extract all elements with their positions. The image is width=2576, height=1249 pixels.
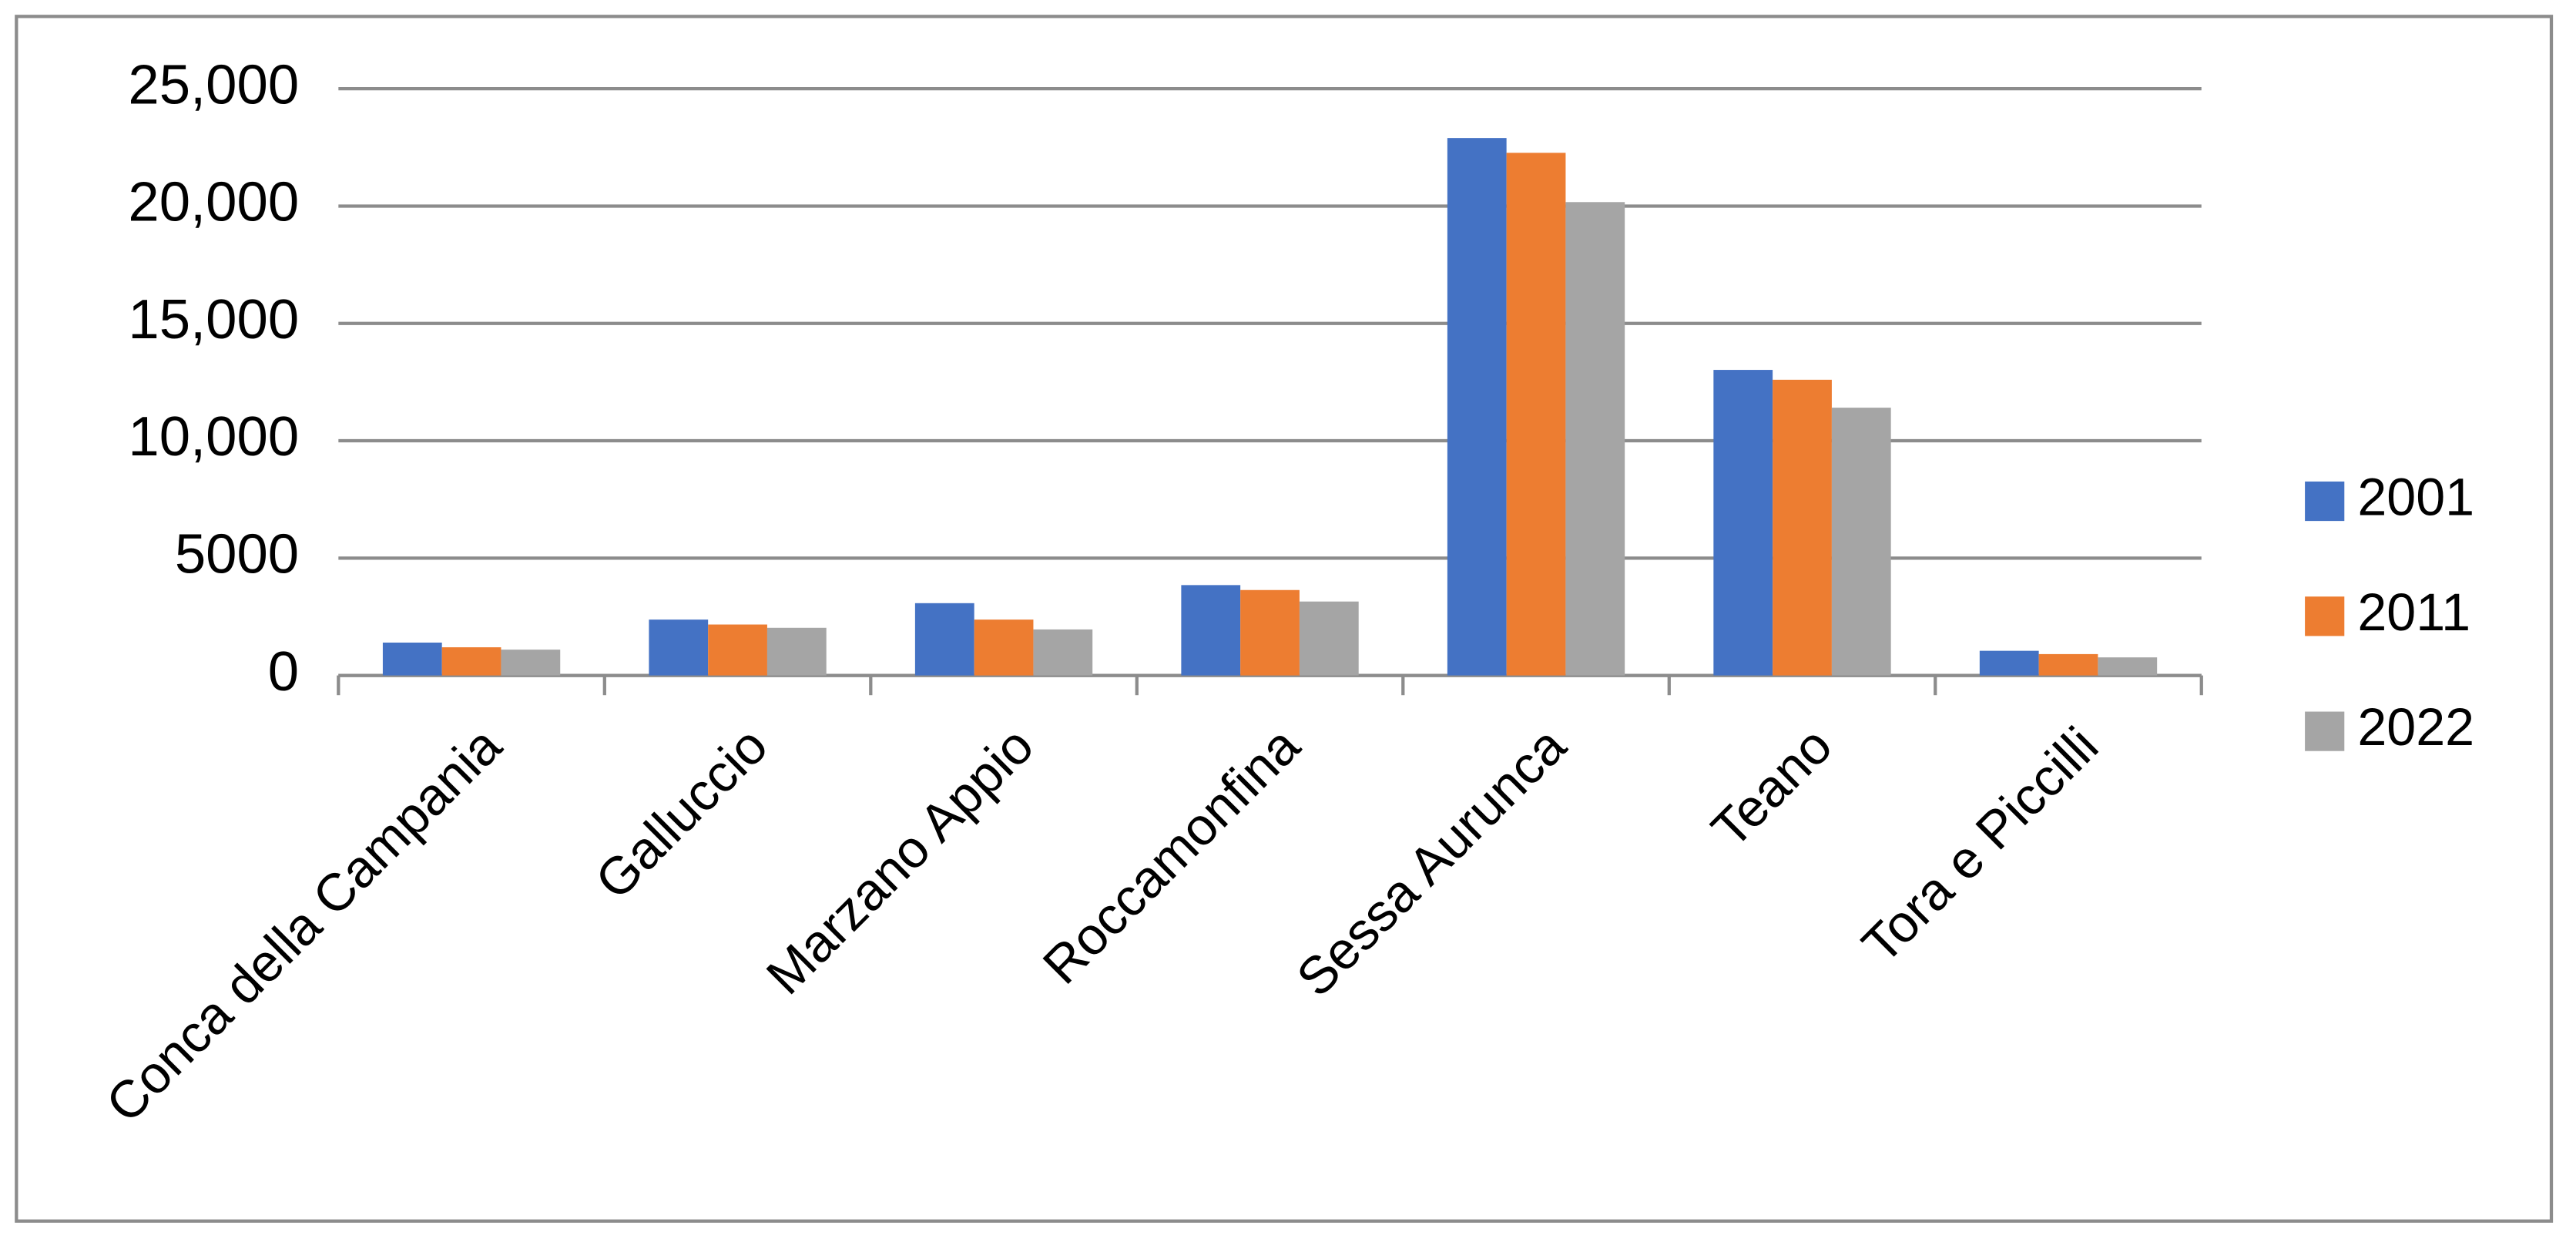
bar [1299, 601, 1359, 676]
bar [501, 650, 561, 676]
legend-swatch [2305, 596, 2345, 636]
bar [1831, 408, 1891, 676]
bar [382, 642, 442, 676]
bar [1979, 650, 2039, 676]
legend-label: 2022 [2357, 698, 2474, 757]
y-tick-label: 10,000 [128, 405, 299, 468]
bar [1240, 589, 1300, 676]
legend-label: 2001 [2357, 468, 2474, 527]
bar [1033, 629, 1093, 676]
bar [766, 627, 827, 676]
legend-label: 2011 [2357, 583, 2470, 642]
bar [441, 647, 501, 676]
y-tick-label: 20,000 [128, 171, 299, 233]
bar [1773, 379, 1832, 676]
y-tick-label: 25,000 [128, 53, 299, 116]
bar [1181, 585, 1241, 676]
y-tick-label: 15,000 [128, 288, 299, 351]
bar [708, 624, 767, 676]
bar [974, 619, 1034, 676]
bar [1506, 153, 1566, 676]
bar [2038, 653, 2098, 676]
bar [1565, 202, 1625, 676]
y-tick-label: 5000 [175, 522, 299, 585]
bar [649, 619, 709, 676]
bar [2098, 657, 2158, 676]
bar [1447, 138, 1507, 676]
legend-swatch [2305, 711, 2345, 751]
bar [1713, 370, 1773, 676]
bar [914, 603, 974, 676]
y-tick-label: 0 [268, 640, 299, 703]
legend-swatch [2305, 481, 2345, 522]
